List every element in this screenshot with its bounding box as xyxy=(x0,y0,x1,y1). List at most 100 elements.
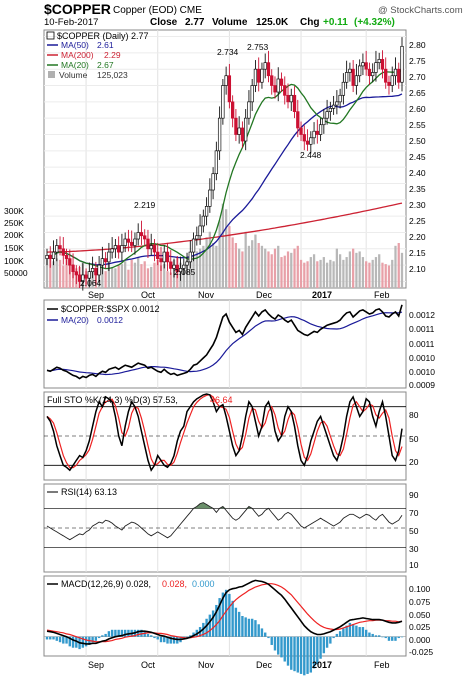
macd-histogram-bar xyxy=(378,635,381,637)
volume-bar xyxy=(156,259,159,288)
volume-bar xyxy=(384,264,387,288)
stochastic-lines xyxy=(44,393,406,472)
macd-histogram-bar xyxy=(81,636,85,648)
volume-value: 125.0K xyxy=(256,17,289,28)
rsi-tick: 10 xyxy=(409,560,419,570)
macd-histogram-bar xyxy=(228,593,231,637)
macd-histogram-bar xyxy=(338,631,342,637)
macd-histogram-bar xyxy=(120,629,124,637)
macd-histogram-bar xyxy=(391,636,394,641)
macd-histogram-bar xyxy=(394,636,397,641)
volume-bar xyxy=(111,266,114,288)
volume-bar xyxy=(303,262,306,288)
macd-hist-value: 0.000 xyxy=(192,579,215,589)
candle-body xyxy=(371,72,375,77)
candle-body xyxy=(305,140,310,145)
macd-tick: -0.025 xyxy=(409,647,433,657)
volume-bar xyxy=(374,257,378,288)
sto-tick: 50 xyxy=(409,434,419,444)
bottom-x-tick-nov: Nov xyxy=(198,660,215,670)
macd-histogram-bar xyxy=(342,628,345,637)
candle-body xyxy=(159,258,163,263)
volume-bar xyxy=(133,262,137,288)
annotation-oct-high: 2.219 xyxy=(134,200,156,210)
volume-bar xyxy=(45,257,49,288)
macd-panel-frame xyxy=(43,575,407,657)
candle-body xyxy=(120,245,124,253)
ma200-legend-value: 2.29 xyxy=(104,50,121,60)
macd-histogram-bar xyxy=(218,598,221,637)
candle-body xyxy=(51,251,56,259)
volume-bar xyxy=(299,259,303,288)
ma50-line xyxy=(46,93,403,266)
volume-tick: 250K xyxy=(4,218,24,228)
macd-histogram-bar xyxy=(172,636,176,644)
macd-tick: 0.100 xyxy=(409,584,431,594)
candle-body xyxy=(182,264,186,269)
candle-body xyxy=(94,268,98,276)
candle-body xyxy=(302,134,306,142)
volume-y-axis: 300K 250K 200K 150K 100K 50000 xyxy=(4,206,28,278)
macd-tick: 0.050 xyxy=(409,610,431,620)
candle-body xyxy=(358,65,362,77)
sto-legend: Full STO %K(14,3) %D(3) 57.53, 46.64 xyxy=(47,395,233,405)
bottom-x-tick-2017: 2017 xyxy=(312,660,332,670)
volume-bar xyxy=(348,251,352,288)
macd-histogram-bar xyxy=(306,636,309,674)
candle-body xyxy=(260,68,264,83)
price-tick: 2.25 xyxy=(409,216,426,226)
candle-body xyxy=(165,251,170,263)
moving-average-lines xyxy=(46,69,403,270)
price-tick: 2.45 xyxy=(409,152,426,162)
candle-body xyxy=(273,85,277,93)
macd-histogram-bar xyxy=(358,627,361,637)
sto-tick: 20 xyxy=(409,457,419,467)
candle-body xyxy=(208,189,212,207)
volume-bar xyxy=(335,248,338,288)
candle-body xyxy=(68,258,72,266)
volume-bar xyxy=(381,262,384,288)
candle-body xyxy=(61,248,65,256)
macd-signal-value: 0.028, xyxy=(162,579,187,589)
volume-bar xyxy=(215,245,218,288)
macd-histogram-bar xyxy=(303,636,306,676)
volume-bar xyxy=(238,248,241,288)
volume-bar xyxy=(306,261,309,288)
candle-body xyxy=(217,117,222,152)
volume-bar xyxy=(244,231,247,288)
macd-histogram-bar xyxy=(312,636,316,669)
volume-bar xyxy=(218,220,221,288)
candle-body xyxy=(266,62,271,77)
macd-histogram-bar xyxy=(260,628,264,637)
x-tick-nov: Nov xyxy=(198,290,215,300)
candle-body xyxy=(380,59,385,70)
volume-bar xyxy=(338,254,342,288)
candle-body xyxy=(227,75,232,103)
macd-histogram-bar xyxy=(65,636,68,644)
macd-histogram-bar xyxy=(62,636,65,644)
ma50-legend-value: 2.61 xyxy=(97,40,114,50)
volume-bar xyxy=(205,237,208,288)
candle-body xyxy=(81,274,85,282)
candle-body xyxy=(318,124,323,135)
volume-bar xyxy=(260,245,264,288)
volume-bar xyxy=(228,226,231,288)
change-percent: (+4.32%) xyxy=(354,17,395,28)
candle-legend-icon xyxy=(46,31,55,40)
macd-histogram-bar xyxy=(374,635,378,637)
volume-bar xyxy=(361,257,365,288)
rsi-legend: RSI(14) 63.13 xyxy=(47,487,117,497)
macd-signal-line xyxy=(46,583,403,643)
candle-body xyxy=(253,68,258,86)
volume-bar xyxy=(101,264,104,288)
volume-bar xyxy=(296,245,299,288)
macd-histogram-bar xyxy=(299,636,303,674)
volume-bar xyxy=(309,257,312,288)
candle-body xyxy=(198,225,202,237)
volume-bar xyxy=(251,240,254,288)
volume-bar xyxy=(329,259,332,288)
ma20-legend-value: 2.67 xyxy=(97,60,114,70)
macd-histogram-bar xyxy=(384,636,387,639)
volume-bar xyxy=(397,243,400,288)
price-x-axis: Sep Oct Nov Dec 2017 Feb xyxy=(88,290,390,300)
